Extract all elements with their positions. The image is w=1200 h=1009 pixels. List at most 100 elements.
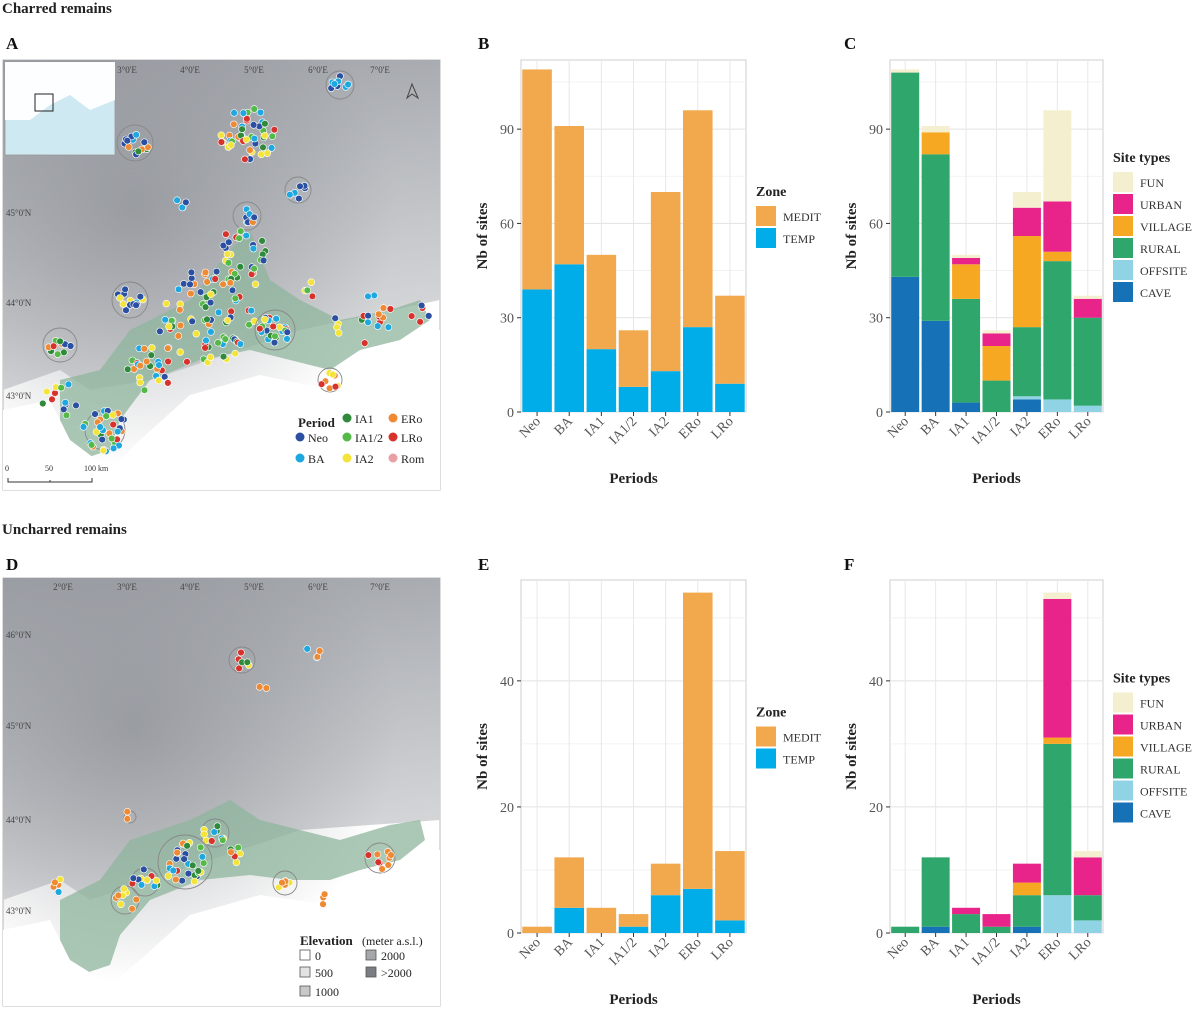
longitude-label: 6°0'E bbox=[308, 65, 328, 75]
bar-offsite-ero bbox=[1043, 895, 1072, 933]
legend-label-rural: RURAL bbox=[1140, 242, 1181, 256]
x-tick-label: IA1 bbox=[947, 414, 973, 440]
bar-urban-ero bbox=[1043, 598, 1072, 738]
site-dot-ero bbox=[230, 120, 238, 129]
site-dot-ba bbox=[198, 853, 207, 861]
site-dot-ia1 bbox=[203, 315, 211, 323]
x-tick-label: IA1 bbox=[947, 935, 973, 961]
scale-bar: 0 50 100 km bbox=[5, 464, 109, 483]
site-dot-neo bbox=[98, 435, 106, 444]
site-dot-ia1-2 bbox=[237, 227, 245, 235]
y-axis-title: Nb of sites bbox=[844, 203, 860, 270]
bar-fun-ia1-2 bbox=[982, 330, 1011, 334]
site-dot-ero bbox=[136, 362, 144, 370]
legend-label-cave: CAVE bbox=[1140, 807, 1171, 821]
bar-rural-ia2 bbox=[1012, 895, 1041, 927]
legend-swatch-rural bbox=[1113, 758, 1133, 779]
panel-label-C: C bbox=[844, 34, 856, 53]
y-tick-label: 60 bbox=[500, 217, 514, 232]
site-dot-ero bbox=[164, 344, 172, 352]
bar-fun-lro bbox=[1073, 851, 1102, 858]
bar-rural-ia1 bbox=[952, 914, 981, 933]
site-dot-neo bbox=[180, 280, 188, 288]
site-dot-ero bbox=[320, 890, 329, 898]
site-dot-ia1 bbox=[56, 337, 64, 345]
bar-medit-neo bbox=[522, 69, 552, 290]
period-legend-dot-rom bbox=[388, 453, 398, 463]
site-dot-neo bbox=[228, 286, 237, 294]
site-dot-ba bbox=[207, 328, 215, 336]
site-dot-ba bbox=[250, 134, 259, 143]
latitude-label: 43°0'N bbox=[6, 391, 32, 401]
site-dot-neo bbox=[187, 268, 196, 277]
legend-swatch-medit bbox=[756, 726, 776, 747]
bar-medit-ia2 bbox=[650, 192, 681, 372]
bar-medit-ia1 bbox=[586, 254, 617, 350]
period-legend-label-ia1: IA1 bbox=[355, 412, 374, 426]
map-a-lat-labels: 45°0'N 44°0'N 43°0'N bbox=[6, 208, 32, 401]
site-cluster-ring bbox=[157, 834, 213, 890]
site-dot-ia2 bbox=[192, 330, 201, 338]
site-dot-neo bbox=[331, 314, 339, 322]
site-dot-lro bbox=[235, 664, 243, 673]
section-title-charred: Charred remains bbox=[2, 1, 112, 17]
longitude-label: 7°0'E bbox=[370, 582, 390, 592]
x-tick-label: IA2 bbox=[1008, 935, 1034, 961]
latitude-label: 44°0'N bbox=[6, 298, 32, 308]
longitude-label: 7°0'E bbox=[370, 65, 390, 75]
latitude-label: 43°0'N bbox=[6, 906, 32, 916]
site-dot-ero bbox=[373, 850, 382, 859]
bar-urban-ia1-2 bbox=[982, 914, 1011, 927]
site-dot-ero bbox=[51, 878, 59, 887]
site-dot-ia1-2 bbox=[231, 294, 240, 303]
y-tick-label: 90 bbox=[869, 123, 883, 138]
site-dot-ba bbox=[178, 203, 187, 212]
bar-urban-lro bbox=[1073, 857, 1102, 896]
site-dot-ia2 bbox=[143, 876, 151, 884]
bar-rural-neo bbox=[891, 926, 920, 933]
site-dot-ero bbox=[173, 848, 181, 857]
period-legend-dot-ia2 bbox=[342, 453, 352, 463]
site-dot-neo bbox=[296, 182, 304, 191]
legend-title: Site types bbox=[1113, 672, 1171, 687]
scale-label-50: 50 bbox=[45, 464, 53, 473]
site-dot-ba bbox=[286, 191, 294, 199]
legend-swatch-urban bbox=[1113, 714, 1133, 735]
longitude-label: 2°0'E bbox=[53, 582, 73, 592]
bar-fun-ba bbox=[921, 126, 950, 133]
site-dot-ia1-2 bbox=[62, 411, 71, 419]
period-legend-label-neo: Neo bbox=[308, 431, 328, 445]
bar-fun-ero bbox=[1043, 592, 1072, 599]
legend-swatch-rural bbox=[1113, 238, 1133, 258]
bar-rural-ero bbox=[1043, 261, 1072, 400]
site-dot-ia2 bbox=[206, 353, 215, 361]
site-dot-ia2 bbox=[223, 250, 232, 258]
site-dot-ba bbox=[61, 399, 70, 407]
site-dot-lro bbox=[270, 125, 279, 134]
period-legend-label-lro: LRo bbox=[401, 431, 422, 445]
period-legend-label-ia2: IA2 bbox=[355, 452, 374, 466]
site-dot-ba bbox=[174, 285, 183, 293]
bar-medit-ia1 bbox=[586, 907, 617, 933]
site-dot-ia1-2 bbox=[221, 335, 230, 343]
site-dot-ba bbox=[249, 244, 258, 253]
y-tick-label: 40 bbox=[869, 675, 883, 690]
map-d: 2°0'E 3°0'E 4°0'E 5°0'E 6°0'E 7°0'E 46°0'N 45°… bbox=[2, 577, 441, 1007]
site-dot-ero bbox=[123, 815, 132, 823]
site-dot-ero bbox=[255, 683, 264, 691]
x-axis-title: Periods bbox=[972, 992, 1020, 1008]
site-dot-ia1-2 bbox=[303, 286, 312, 294]
site-dot-ia1 bbox=[60, 348, 68, 357]
site-dot-ba bbox=[242, 231, 251, 240]
bar-temp-ba bbox=[554, 907, 584, 933]
bar-fun-ia1 bbox=[952, 254, 981, 258]
site-dot-neo bbox=[178, 876, 186, 885]
site-dot-ia1-2 bbox=[224, 259, 233, 267]
legend-swatch-cave bbox=[1113, 282, 1133, 302]
site-dot-ia2 bbox=[207, 290, 215, 298]
site-dot-ia1-2 bbox=[57, 384, 65, 392]
site-dot-ba bbox=[96, 423, 104, 431]
